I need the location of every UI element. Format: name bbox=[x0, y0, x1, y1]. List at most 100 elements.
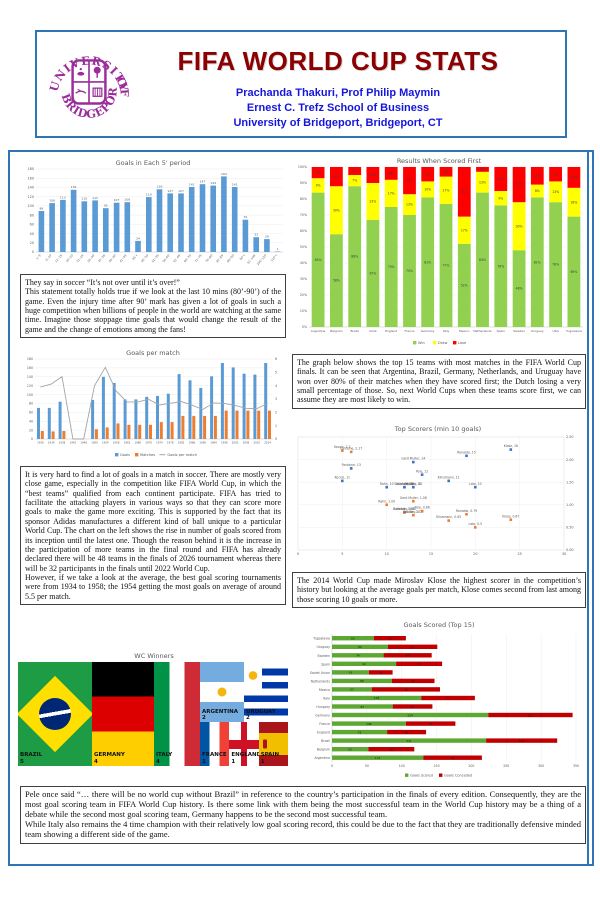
winner-label: GERMANY 4 bbox=[94, 752, 125, 765]
svg-text:1978: 1978 bbox=[167, 441, 174, 445]
svg-text:Goals in Each 5' period: Goals in Each 5' period bbox=[116, 159, 191, 167]
wc-winners-treemap: WC Winners BRAZIL 5 GERMANY 4 ITALY 4 ARGEN… bbox=[18, 652, 290, 770]
svg-text:60: 60 bbox=[29, 411, 33, 415]
content-area: Goals in Each 5' period 0 20 40 60 80 100 120 14… bbox=[8, 150, 594, 866]
svg-text:17%: 17% bbox=[443, 188, 450, 192]
svg-text:1'-5': 1'-5' bbox=[35, 253, 42, 261]
svg-text:21'-25': 21'-25' bbox=[76, 253, 86, 263]
flag-brazil: BRAZIL 5 bbox=[18, 662, 92, 766]
svg-text:Yugoslavia: Yugoslavia bbox=[313, 637, 330, 641]
svg-text:Belgium: Belgium bbox=[330, 329, 342, 333]
svg-text:1.50: 1.50 bbox=[566, 480, 574, 484]
svg-text:9%: 9% bbox=[425, 172, 430, 176]
svg-text:66'-70': 66'-70' bbox=[183, 253, 193, 263]
svg-text:Rahn, 1.00: Rahn, 1.00 bbox=[378, 499, 395, 503]
svg-text:71: 71 bbox=[411, 645, 415, 649]
svg-text:18%: 18% bbox=[570, 200, 577, 204]
svg-text:Win: Win bbox=[418, 341, 425, 345]
svg-text:87: 87 bbox=[360, 705, 364, 709]
svg-text:1: 1 bbox=[277, 247, 279, 251]
svg-text:60: 60 bbox=[30, 223, 34, 227]
svg-text:0.50: 0.50 bbox=[566, 526, 574, 530]
goals-scored-top15-chart: Goals Scored (Top 15) 0 50 100 150 200 250 300 3… bbox=[294, 620, 584, 780]
svg-text:40: 40 bbox=[29, 419, 33, 423]
svg-text:90'+: 90'+ bbox=[239, 253, 247, 261]
svg-text:Goals Scored: Goals Scored bbox=[410, 774, 433, 778]
author-line-1: Prachanda Thakuri, Prof Philip Maymin bbox=[235, 87, 441, 99]
svg-text:Muller, 10: Muller, 10 bbox=[406, 482, 421, 486]
svg-text:78%: 78% bbox=[552, 263, 559, 267]
svg-text:0: 0 bbox=[32, 250, 34, 254]
svg-text:1950: 1950 bbox=[91, 441, 98, 445]
results-when-scored-first-chart: Results When Scored First 0% 10% 20% 30% 40% 5… bbox=[292, 156, 586, 348]
svg-text:Klinsmann, 0.65: Klinsmann, 0.65 bbox=[436, 515, 461, 519]
svg-text:100%: 100% bbox=[298, 165, 307, 169]
svg-text:France: France bbox=[405, 329, 415, 333]
svg-text:Brazil: Brazil bbox=[351, 329, 360, 333]
svg-text:160: 160 bbox=[27, 366, 33, 370]
svg-text:Ronaldo, 0.79: Ronaldo, 0.79 bbox=[456, 509, 477, 513]
svg-text:2.50: 2.50 bbox=[566, 435, 574, 439]
svg-text:8%: 8% bbox=[535, 189, 540, 193]
svg-text:31%: 31% bbox=[461, 190, 468, 194]
svg-text:4: 4 bbox=[275, 384, 277, 388]
svg-text:1994: 1994 bbox=[210, 441, 217, 445]
svg-text:140: 140 bbox=[28, 186, 34, 190]
treemap-title: WC Winners bbox=[134, 652, 174, 660]
poster-title: FIFA WORLD CUP STATS bbox=[177, 46, 499, 76]
winner-label: URUGUAY 2 bbox=[246, 708, 276, 721]
svg-text:1930: 1930 bbox=[37, 441, 44, 445]
svg-text:5: 5 bbox=[275, 371, 277, 375]
svg-text:67%: 67% bbox=[369, 272, 376, 276]
svg-text:31'-35': 31'-35' bbox=[97, 253, 107, 263]
svg-text:79: 79 bbox=[358, 730, 362, 734]
svg-text:Argentina: Argentina bbox=[311, 329, 326, 333]
svg-text:150: 150 bbox=[434, 764, 440, 768]
svg-text:34: 34 bbox=[379, 671, 383, 675]
svg-text:17%: 17% bbox=[461, 228, 468, 232]
flag-france: FRANCE 1 bbox=[200, 722, 230, 766]
author-line-2: Ernest C. Trefz School of Business bbox=[246, 101, 430, 114]
svg-text:15%: 15% bbox=[497, 177, 504, 181]
svg-text:1998: 1998 bbox=[221, 441, 228, 445]
svg-text:Goals per match: Goals per match bbox=[167, 453, 197, 457]
svg-text:41'-45': 41'-45' bbox=[119, 253, 129, 263]
svg-text:76%: 76% bbox=[497, 264, 504, 268]
svg-text:Lineker, 10: Lineker, 10 bbox=[396, 482, 413, 486]
svg-text:2014: 2014 bbox=[264, 441, 271, 445]
svg-text:17%: 17% bbox=[406, 179, 413, 183]
svg-text:Lineker, 0.83: Lineker, 0.83 bbox=[394, 507, 414, 511]
svg-text:300: 300 bbox=[538, 764, 544, 768]
svg-text:100: 100 bbox=[399, 764, 405, 768]
svg-text:66: 66 bbox=[417, 662, 421, 666]
svg-text:36'-40': 36'-40' bbox=[108, 253, 118, 263]
svg-text:Pele, 0.86: Pele, 0.86 bbox=[414, 506, 429, 510]
svg-text:53: 53 bbox=[349, 671, 353, 675]
svg-text:69: 69 bbox=[406, 654, 410, 658]
svg-text:80: 80 bbox=[29, 402, 33, 406]
svg-text:90%: 90% bbox=[300, 181, 307, 185]
svg-text:Kocsis, 11: Kocsis, 11 bbox=[335, 476, 350, 480]
svg-text:USA: USA bbox=[552, 329, 559, 333]
svg-text:40%: 40% bbox=[300, 261, 307, 265]
svg-text:England: England bbox=[385, 329, 397, 333]
goals-per-period-chart: Goals in Each 5' period 0 20 40 60 80 100 120 14… bbox=[20, 158, 286, 270]
svg-text:121: 121 bbox=[528, 713, 534, 717]
svg-text:102: 102 bbox=[519, 739, 525, 743]
svg-text:Lato, 10: Lato, 10 bbox=[469, 482, 482, 486]
svg-text:Goals per match: Goals per match bbox=[126, 349, 180, 357]
svg-text:136: 136 bbox=[157, 185, 163, 189]
svg-text:0: 0 bbox=[275, 437, 277, 441]
svg-text:120: 120 bbox=[28, 195, 34, 199]
svg-text:1966: 1966 bbox=[134, 441, 141, 445]
svg-text:86: 86 bbox=[360, 679, 364, 683]
winner-label: ENGLAND 1 bbox=[231, 752, 259, 765]
svg-text:13%: 13% bbox=[570, 176, 577, 180]
svg-text:1990: 1990 bbox=[199, 441, 206, 445]
authors: Prachanda Thakuri, Prof Philip Maymin Er… bbox=[139, 86, 537, 131]
svg-text:Lato, 0.5: Lato, 0.5 bbox=[468, 522, 482, 526]
svg-text:6: 6 bbox=[275, 357, 277, 361]
svg-text:84%: 84% bbox=[479, 258, 486, 262]
svg-text:100: 100 bbox=[28, 204, 34, 208]
treemap-flags: BRAZIL 5 GERMANY 4 ITALY 4 ARGENTINA 2 URUGU… bbox=[18, 662, 290, 766]
